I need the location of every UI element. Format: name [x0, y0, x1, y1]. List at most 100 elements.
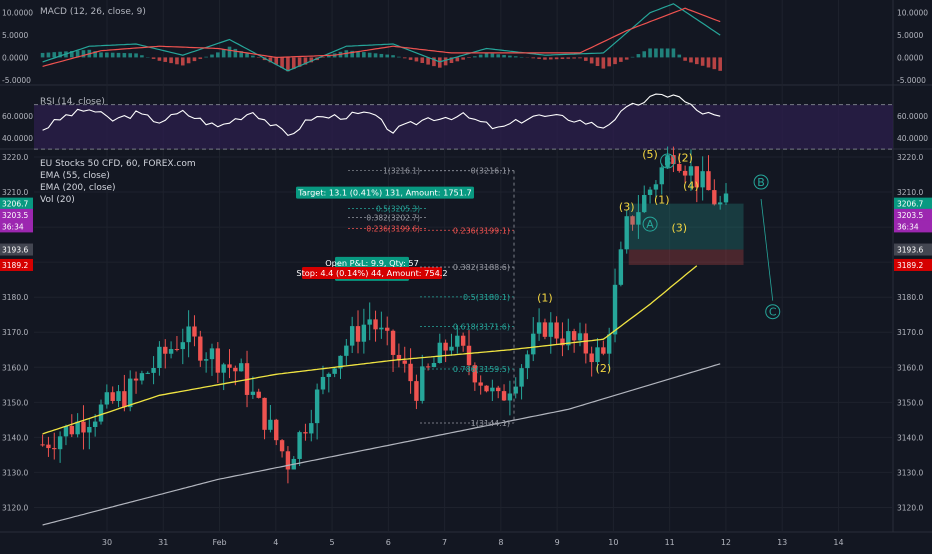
target-label[interactable]: Target: 13.1 (0.41%) 131, Amount: 1751.7 — [296, 187, 474, 199]
candle-body[interactable] — [502, 391, 506, 400]
candle-body[interactable] — [344, 346, 348, 356]
candle-body[interactable] — [455, 336, 459, 347]
candle-body[interactable] — [426, 366, 430, 367]
wave-label[interactable]: (2) — [596, 362, 612, 375]
candle-body[interactable] — [198, 337, 202, 361]
wave-label[interactable]: (4) — [683, 180, 699, 193]
candle-body[interactable] — [531, 334, 535, 355]
candle-body[interactable] — [93, 422, 97, 427]
wave-label[interactable]: (3) — [619, 201, 635, 214]
candle-body[interactable] — [373, 319, 377, 329]
legend-ema55[interactable]: EMA (55, close) — [40, 171, 110, 181]
candle-body[interactable] — [58, 436, 62, 449]
candle-body[interactable] — [286, 451, 290, 469]
candle-body[interactable] — [327, 374, 331, 377]
candle-body[interactable] — [356, 326, 360, 342]
candle-body[interactable] — [257, 392, 261, 398]
candle-body[interactable] — [420, 366, 424, 400]
candle-body[interactable] — [122, 391, 126, 407]
legend-volume[interactable]: Vol (20) — [40, 195, 75, 205]
candle-body[interactable] — [367, 319, 371, 324]
candle-body[interactable] — [233, 368, 237, 371]
ema200-line[interactable] — [43, 364, 721, 525]
candle-body[interactable] — [379, 328, 383, 330]
wave-label[interactable]: (3) — [671, 222, 687, 235]
candle-body[interactable] — [537, 322, 541, 333]
candle-body[interactable] — [601, 347, 605, 353]
candle-body[interactable] — [654, 184, 658, 189]
candle-body[interactable] — [478, 382, 482, 385]
candle-body[interactable] — [64, 426, 68, 436]
candle-body[interactable] — [280, 440, 284, 451]
candle-body[interactable] — [192, 326, 196, 336]
candle-body[interactable] — [210, 348, 214, 359]
candle-body[interactable] — [227, 364, 231, 367]
candle-body[interactable] — [75, 422, 79, 435]
candle-body[interactable] — [461, 336, 465, 346]
candle-body[interactable] — [683, 171, 687, 176]
candle-body[interactable] — [706, 171, 710, 190]
candle-body[interactable] — [146, 373, 150, 374]
candle-body[interactable] — [625, 216, 629, 249]
candle-body[interactable] — [584, 333, 588, 353]
candle-body[interactable] — [239, 363, 243, 371]
candle-body[interactable] — [689, 166, 693, 175]
candle-body[interactable] — [105, 392, 109, 404]
wave-label[interactable]: B — [664, 155, 672, 168]
candle-body[interactable] — [595, 347, 599, 362]
candle-body[interactable] — [175, 349, 179, 350]
candle-body[interactable] — [408, 364, 412, 381]
candle-body[interactable] — [700, 171, 704, 187]
candle-body[interactable] — [309, 423, 313, 433]
candle-body[interactable] — [70, 426, 74, 434]
candle-body[interactable] — [163, 347, 167, 354]
candle-body[interactable] — [140, 373, 144, 380]
candle-body[interactable] — [52, 448, 56, 449]
wave-label[interactable]: B — [757, 176, 765, 189]
candle-body[interactable] — [385, 328, 389, 331]
candle-body[interactable] — [648, 190, 652, 195]
candle-body[interactable] — [554, 322, 558, 338]
candle-body[interactable] — [484, 386, 488, 392]
wave-label[interactable]: (1) — [537, 292, 553, 305]
candle-body[interactable] — [157, 347, 161, 368]
candle-body[interactable] — [508, 394, 512, 401]
candle-body[interactable] — [321, 377, 325, 390]
candle-body[interactable] — [303, 432, 307, 433]
candle-body[interactable] — [134, 379, 138, 381]
candle-body[interactable] — [712, 190, 716, 204]
legend-ema200[interactable]: EMA (200, close) — [40, 183, 116, 193]
candle-body[interactable] — [490, 388, 494, 392]
candle-body[interactable] — [549, 322, 553, 336]
candle-body[interactable] — [110, 392, 114, 401]
position-stop-zone[interactable] — [629, 250, 744, 265]
candle-body[interactable] — [216, 348, 220, 372]
candle-body[interactable] — [572, 331, 576, 340]
candle-body[interactable] — [332, 368, 336, 373]
candle-body[interactable] — [660, 167, 664, 184]
candle-body[interactable] — [589, 353, 593, 362]
candle-body[interactable] — [619, 249, 623, 285]
candle-body[interactable] — [46, 445, 50, 448]
wave-label[interactable]: A — [646, 218, 654, 231]
candle-body[interactable] — [677, 164, 681, 171]
candle-body[interactable] — [297, 432, 301, 459]
candle-body[interactable] — [519, 368, 523, 386]
candle-body[interactable] — [467, 346, 471, 365]
candle-body[interactable] — [525, 354, 529, 368]
candle-body[interactable] — [204, 359, 208, 361]
candle-body[interactable] — [128, 379, 132, 408]
candle-body[interactable] — [40, 444, 44, 445]
candle-body[interactable] — [151, 368, 155, 373]
candle-body[interactable] — [438, 343, 442, 363]
candle-body[interactable] — [443, 343, 447, 351]
candle-body[interactable] — [403, 360, 407, 363]
candle-body[interactable] — [169, 349, 173, 354]
candle-body[interactable] — [268, 420, 272, 430]
candle-body[interactable] — [181, 342, 185, 349]
wave-label[interactable]: (1) — [654, 194, 670, 207]
candle-body[interactable] — [116, 391, 120, 401]
candle-body[interactable] — [543, 322, 547, 336]
